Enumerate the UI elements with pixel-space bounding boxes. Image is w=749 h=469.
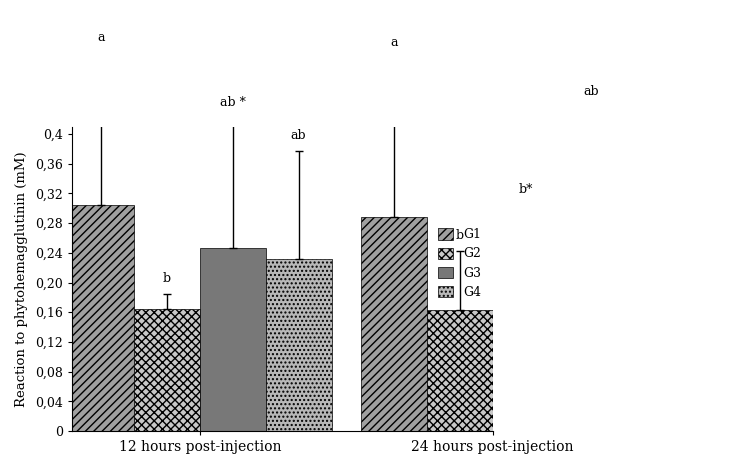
Bar xyxy=(266,259,332,431)
Text: b*: b* xyxy=(518,183,533,196)
Bar xyxy=(134,309,200,431)
Text: a: a xyxy=(390,36,398,49)
Bar xyxy=(361,217,427,431)
Text: b: b xyxy=(455,229,464,242)
Text: b: b xyxy=(163,272,171,285)
Bar xyxy=(200,248,266,431)
Bar xyxy=(493,290,558,431)
Bar xyxy=(558,236,624,431)
Text: ab: ab xyxy=(291,129,306,142)
Text: ab: ab xyxy=(583,85,599,98)
Bar xyxy=(427,310,493,431)
Legend: G1, G2, G3, G4: G1, G2, G3, G4 xyxy=(433,223,486,304)
Text: ab *: ab * xyxy=(220,96,246,109)
Y-axis label: Reaction to phytohemagglutinin (mM): Reaction to phytohemagglutinin (mM) xyxy=(15,151,28,407)
Text: a: a xyxy=(97,30,105,44)
Bar xyxy=(68,204,134,431)
